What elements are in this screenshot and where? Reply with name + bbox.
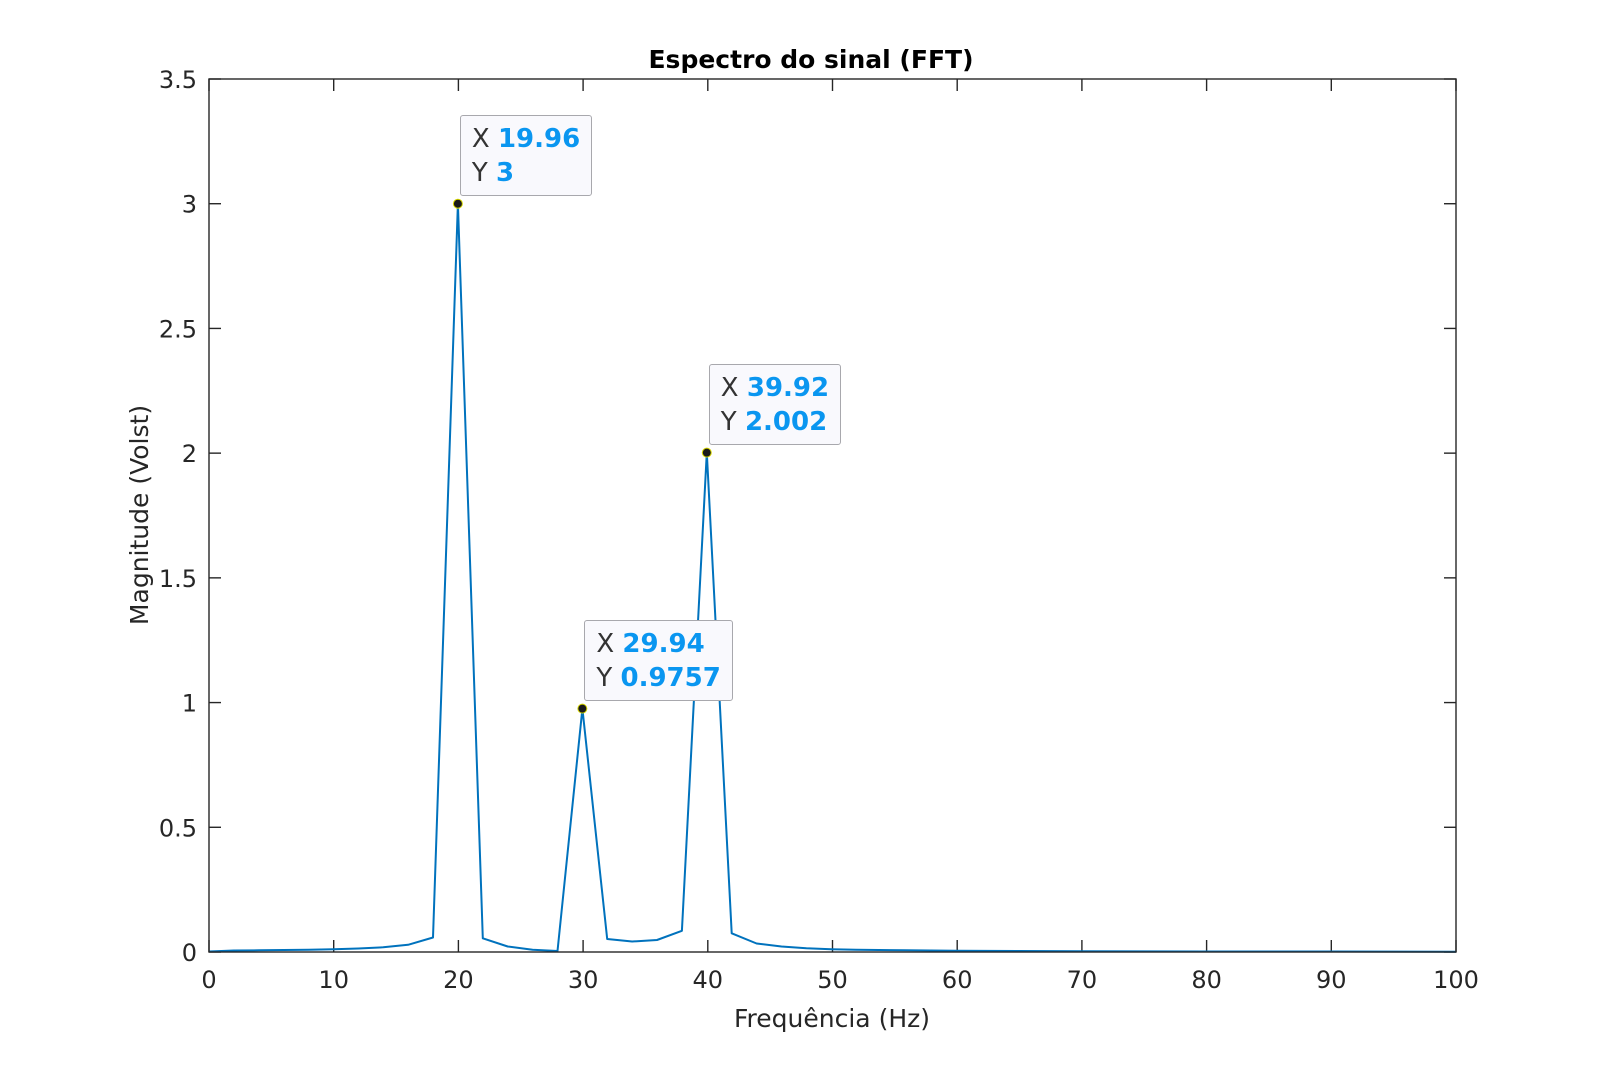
y-tick-label: 2.5 — [159, 315, 197, 343]
chart-title: Espectro do sinal (FFT) — [648, 45, 973, 74]
x-tick-label: 10 — [318, 966, 349, 994]
spectrum-line — [208, 202, 1457, 953]
x-tick-label: 40 — [693, 966, 724, 994]
datatip[interactable]: X 39.92 Y 2.002 — [708, 363, 842, 445]
datatip-x-key: X — [720, 372, 739, 403]
datatip-marker[interactable] — [701, 447, 712, 458]
datatip-marker[interactable] — [452, 198, 463, 209]
datatip-y-key: Y — [471, 157, 488, 188]
y-tick-label: 2 — [182, 440, 197, 468]
datatip-x-value: 39.92 — [746, 372, 830, 403]
datatip-x-key: X — [471, 123, 490, 154]
datatip-y-key: Y — [596, 662, 613, 693]
datatip-y-key: Y — [720, 406, 737, 437]
datatip-y-value: 0.9757 — [620, 662, 721, 693]
datatip-x-value: 19.96 — [497, 123, 581, 154]
y-tick-label: 3 — [182, 191, 197, 219]
y-tick-label: 1 — [182, 690, 197, 718]
datatip[interactable]: X 29.94 Y 0.9757 — [584, 619, 733, 701]
y-tick-label: 1.5 — [159, 565, 197, 593]
x-tick-label: 20 — [443, 966, 474, 994]
datatip-x-key: X — [596, 628, 615, 659]
x-axis-label: Frequência (Hz) — [734, 1004, 930, 1033]
x-tick-label: 0 — [201, 966, 216, 994]
datatip-y-value: 3 — [496, 157, 515, 188]
y-tick-label: 0 — [182, 939, 197, 967]
x-tick-label: 80 — [1191, 966, 1222, 994]
x-tick-label: 100 — [1433, 966, 1479, 994]
y-tick-label: 0.5 — [159, 814, 197, 842]
datatip-marker[interactable] — [577, 703, 588, 714]
y-tick-label: 3.5 — [159, 66, 197, 94]
y-axis-label: Magnitude (Volst) — [125, 405, 154, 625]
plot-area — [209, 79, 1456, 952]
datatip-y-value: 2.002 — [744, 406, 828, 437]
datatip-x-value: 29.94 — [622, 628, 705, 659]
datatip[interactable]: X 19.96 Y 3 — [459, 114, 593, 196]
x-tick-label: 70 — [1067, 966, 1098, 994]
x-tick-label: 30 — [568, 966, 599, 994]
x-tick-label: 50 — [817, 966, 848, 994]
x-tick-label: 90 — [1316, 966, 1347, 994]
axes-box — [208, 78, 1457, 953]
x-tick-label: 60 — [942, 966, 973, 994]
